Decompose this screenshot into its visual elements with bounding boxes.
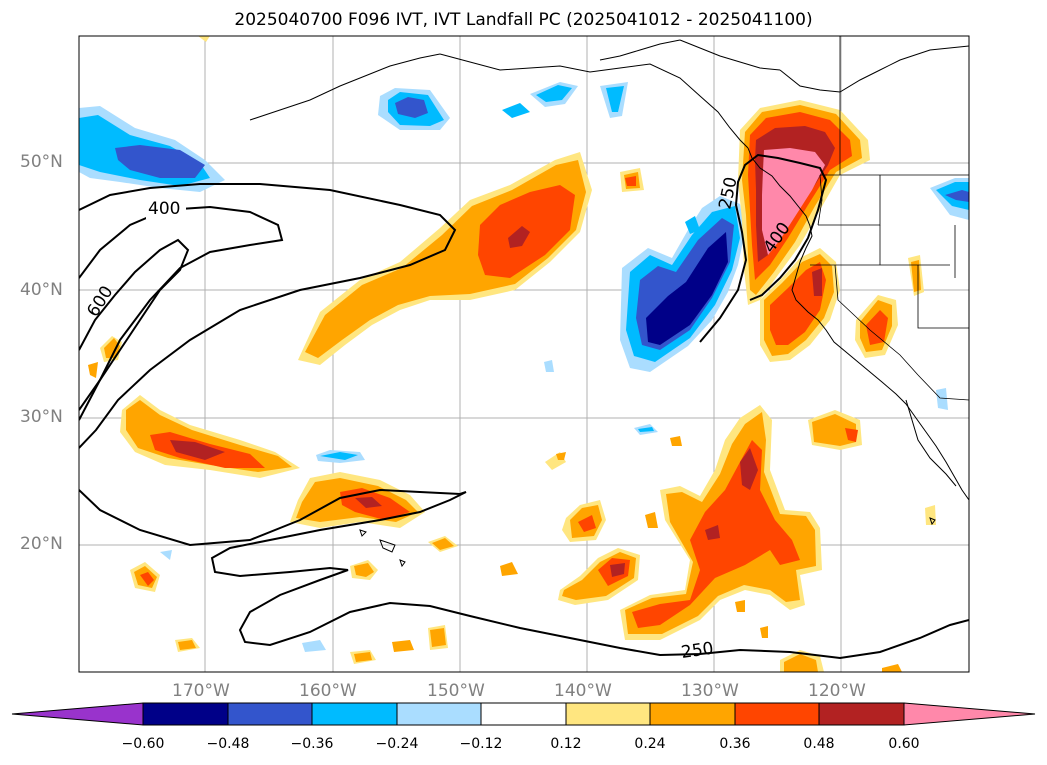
- lon-label-120w: 120°W: [808, 681, 866, 701]
- colorbar-tick: 0.36: [719, 736, 751, 752]
- negative-region-east-pacific: [620, 196, 745, 372]
- ivt-contours: [79, 153, 969, 660]
- lon-label-170w: 170°W: [172, 681, 230, 701]
- state-borders: [810, 36, 969, 401]
- contour-label-group: 400 600 250 400 250: [83, 175, 794, 663]
- colorbar-extend-high: [903, 702, 1036, 726]
- colorbar-tick: 0.24: [634, 736, 666, 752]
- plot-frame: [78, 35, 970, 673]
- lat-label-30n: 30°N: [20, 407, 63, 427]
- negative-region-northwest: [79, 106, 225, 192]
- colorbar-tick: 0.60: [888, 736, 920, 752]
- colorbar-tick: −0.36: [290, 736, 334, 752]
- colorbar-tick: −0.12: [459, 736, 503, 752]
- lon-label-160w: 160°W: [299, 681, 357, 701]
- lat-label-50n: 50°N: [20, 152, 63, 172]
- positive-region-landfall: [738, 100, 924, 362]
- positive-region-west-band: [120, 395, 300, 478]
- colorbar-tick: −0.48: [206, 736, 250, 752]
- colorbar-tick: −0.60: [121, 736, 165, 752]
- contour-label-250-south: 250: [680, 639, 715, 663]
- contour-label-400-west: 400: [148, 199, 180, 219]
- map-title: 2025040700 F096 IVT, IVT Landfall PC (20…: [234, 10, 813, 30]
- lon-label-140w: 140°W: [554, 681, 612, 701]
- lat-label-20n: 20°N: [20, 534, 63, 554]
- positive-region-tropical-central: [290, 472, 425, 528]
- coastlines: [249, 39, 969, 568]
- colorbar-tick: 0.48: [803, 736, 835, 752]
- lon-label-150w: 150°W: [427, 681, 485, 701]
- colorbar-tick: −0.24: [375, 736, 419, 752]
- positive-region-east-tropical-ar: [620, 405, 822, 640]
- contour-label-600: 600: [83, 283, 117, 321]
- lon-label-130w: 130°W: [681, 681, 739, 701]
- lat-label-40n: 40°N: [20, 280, 63, 300]
- colorbar-tick: 0.12: [550, 736, 582, 752]
- colorbar: [11, 702, 1036, 726]
- positive-region-central-ar: [298, 152, 592, 365]
- colorbar-extend-low: [11, 702, 144, 726]
